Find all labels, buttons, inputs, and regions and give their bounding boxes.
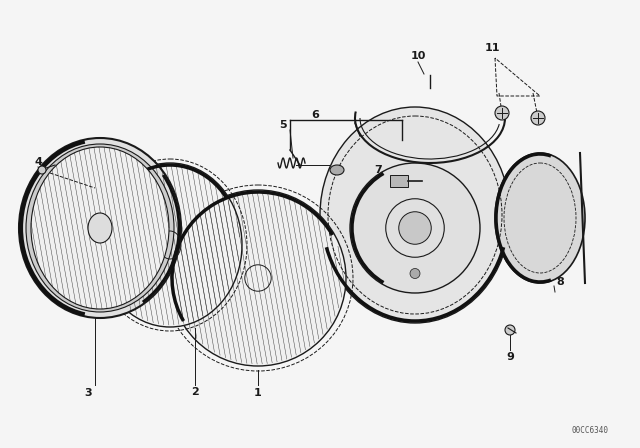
Text: 10: 10 (410, 51, 426, 61)
Text: 9: 9 (506, 352, 514, 362)
Ellipse shape (19, 138, 181, 318)
Ellipse shape (330, 165, 344, 175)
Text: 3: 3 (84, 388, 92, 398)
Circle shape (531, 111, 545, 125)
Circle shape (170, 190, 346, 366)
Circle shape (410, 268, 420, 279)
Circle shape (505, 325, 515, 335)
Ellipse shape (31, 147, 169, 309)
Text: 6: 6 (311, 110, 319, 120)
Ellipse shape (88, 213, 112, 243)
Ellipse shape (26, 144, 174, 312)
Text: 7: 7 (374, 165, 382, 175)
Ellipse shape (98, 163, 242, 327)
Ellipse shape (495, 153, 585, 283)
Text: 5: 5 (279, 120, 287, 130)
Text: 2: 2 (191, 387, 199, 397)
Text: 8: 8 (556, 277, 564, 287)
Bar (390, 175, 408, 187)
Circle shape (495, 106, 509, 120)
Text: 4: 4 (34, 157, 42, 167)
Text: 11: 11 (484, 43, 500, 53)
Text: 00CC6340: 00CC6340 (572, 426, 609, 435)
Ellipse shape (320, 107, 510, 323)
Circle shape (399, 212, 431, 244)
Circle shape (38, 166, 46, 174)
Text: 1: 1 (254, 388, 262, 398)
Circle shape (350, 163, 480, 293)
